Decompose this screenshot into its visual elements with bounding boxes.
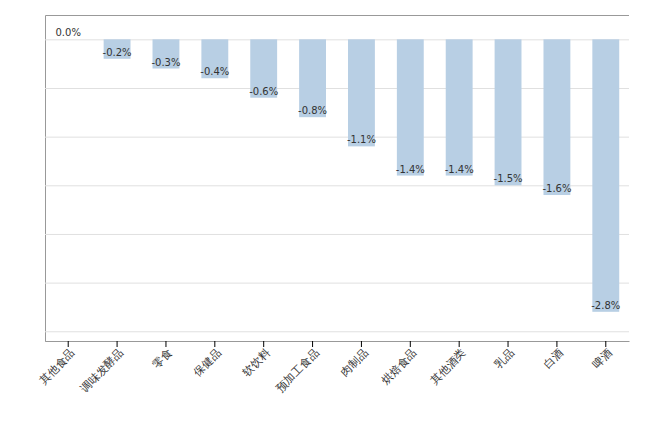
x-tick-label: 乳品 [492, 347, 516, 371]
data-label: -1.5% [494, 173, 523, 184]
y-tick [45, 88, 629, 89]
data-label: 0.0% [56, 27, 81, 38]
x-tick-label: 调味发酵品 [78, 347, 125, 394]
x-tick: 烘焙食品 [379, 341, 419, 386]
data-label: -1.4% [445, 164, 474, 175]
data-label: -0.6% [249, 86, 278, 97]
y-axis [45, 16, 629, 342]
x-tick-label: 预加工食品 [274, 347, 321, 394]
x-tick-label: 零食 [150, 347, 174, 371]
bar [592, 39, 619, 311]
y-tick [45, 331, 629, 332]
x-tick: 乳品 [492, 341, 516, 371]
data-label: -1.6% [542, 183, 571, 194]
data-label: -0.2% [103, 47, 132, 58]
x-tick-label: 保健品 [191, 347, 223, 379]
y-tick [45, 283, 629, 284]
bar [543, 39, 570, 195]
x-tick-label: 其他酒类 [428, 347, 468, 387]
x-tick: 零食 [150, 341, 174, 371]
bar [446, 39, 473, 175]
x-tick: 其他食品 [37, 341, 77, 386]
x-tick: 啤酒 [590, 341, 614, 371]
grid-line [45, 185, 629, 186]
x-tick-mark [68, 341, 69, 347]
x-tick-label: 啤酒 [590, 347, 614, 371]
x-tick: 肉制品 [338, 341, 370, 378]
x-tick: 调味发酵品 [78, 341, 125, 394]
x-tick-mark [361, 341, 362, 347]
data-label: -2.8% [591, 300, 620, 311]
data-label: -0.8% [298, 105, 327, 116]
x-tick-mark [312, 341, 313, 347]
grid-line [45, 283, 629, 284]
y-tick [45, 137, 629, 138]
x-tick-mark [556, 341, 557, 347]
x-tick-mark [605, 341, 606, 347]
x-tick-mark [214, 341, 215, 347]
x-tick: 其他酒类 [428, 341, 468, 386]
data-labels: 0.0% -0.2% -0.3% -0.4% -0.6% -0.8% -1.1% -1.4% -… [56, 27, 621, 310]
x-tick-label: 白酒 [541, 347, 565, 371]
grid-line [45, 331, 629, 332]
plot: 其他食品调味发酵品 零食保健品软饮料预加工食品肉制品烘焙食品其他酒类乳品 白酒 啤酒 0… [37, 16, 630, 394]
data-label: -0.4% [200, 66, 229, 77]
grid-line [45, 137, 629, 138]
data-label: -1.4% [396, 164, 425, 175]
y-tick [45, 234, 629, 235]
x-tick: 白酒 [541, 341, 565, 371]
grid-line [45, 88, 629, 89]
data-label: -0.3% [151, 57, 180, 68]
x-tick: 软饮料 [240, 341, 272, 378]
bar [495, 39, 522, 185]
y-tick [45, 185, 629, 186]
bars [104, 39, 620, 311]
x-tick-mark [117, 341, 118, 347]
x-tick-mark [263, 341, 264, 347]
x-tick-label: 软饮料 [240, 347, 272, 379]
chart: 其他食品调味发酵品 零食保健品软饮料预加工食品肉制品烘焙食品其他酒类乳品 白酒 啤酒 0… [0, 0, 649, 436]
data-label: -1.1% [347, 134, 376, 145]
y-tick [45, 39, 629, 40]
x-tick: 预加工食品 [274, 341, 321, 394]
grid-line [45, 234, 629, 235]
x-axis-line [46, 341, 630, 342]
x-tick-mark [165, 341, 166, 347]
x-tick-label: 其他食品 [37, 347, 77, 387]
bar [55, 39, 82, 40]
x-tick-label: 烘焙食品 [379, 347, 419, 387]
x-tick-mark [508, 341, 509, 347]
x-axis: 其他食品调味发酵品 零食保健品软饮料预加工食品肉制品烘焙食品其他酒类乳品 白酒 啤酒 [37, 341, 630, 394]
grid-line [45, 39, 629, 40]
x-tick-mark [410, 341, 411, 347]
x-tick-mark [459, 341, 460, 347]
x-tick: 保健品 [191, 341, 223, 378]
y-axis-line [46, 16, 630, 342]
bar [397, 39, 424, 175]
x-tick-label: 肉制品 [338, 347, 370, 379]
bar [348, 39, 375, 146]
